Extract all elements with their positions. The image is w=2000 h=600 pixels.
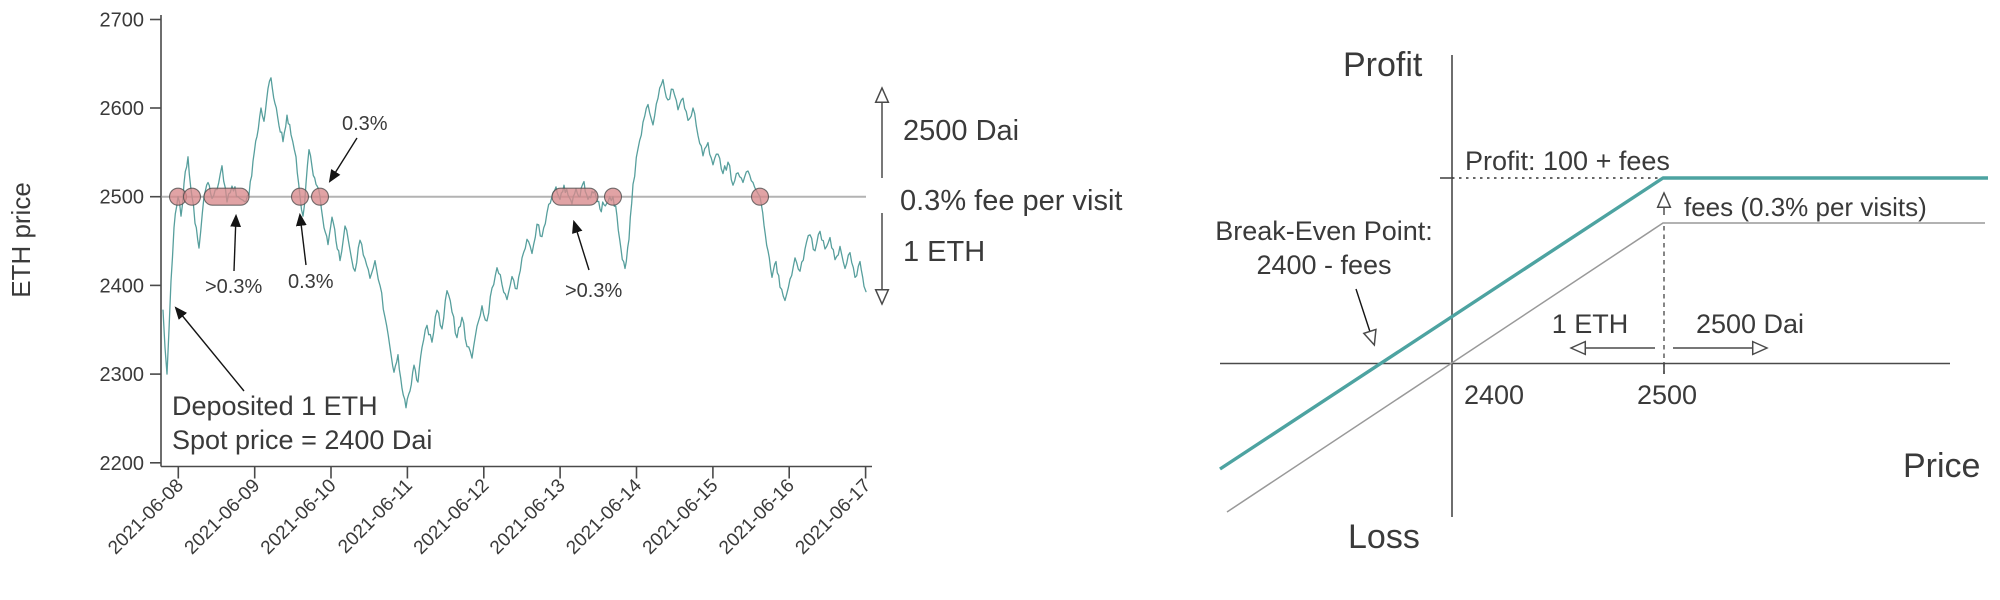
- x-tick-label: 2021-06-12: [410, 475, 494, 559]
- payoff-label-tick2500: 2500: [1637, 380, 1697, 410]
- fee-visit-dot: [750, 187, 770, 206]
- payoff-label-fees: fees (0.3% per visits): [1684, 192, 1927, 222]
- y-axis-ticks: 2700 2600 2500 2400 2300 2200: [100, 10, 161, 475]
- x-tick-label: 2021-06-09: [181, 475, 265, 559]
- x-tick-label: 2021-06-15: [639, 475, 723, 559]
- fee-annotation-label: >0.3%: [565, 280, 622, 302]
- fee-visit-markers: [168, 187, 770, 206]
- payoff-label-tick2400: 2400: [1464, 380, 1524, 410]
- position-range-label: 2500 Dai: [903, 115, 1019, 147]
- payoff-label-breakeven2: 2400 - fees: [1256, 250, 1391, 280]
- fee-annotation-label: 0.3%: [288, 271, 334, 293]
- payoff-label-profit: Profit: [1343, 46, 1423, 84]
- breakeven-pointer-arrow-icon: [1355, 288, 1374, 344]
- position-range-label: 0.3% fee per visit: [900, 185, 1122, 217]
- position-range-labels: 2500 Dai 0.3% fee per visit 1 ETH: [900, 115, 1122, 268]
- x-axis-ticks: 2021-06-082021-06-092021-06-102021-06-11…: [104, 466, 876, 559]
- fee-annotations: 0.3% >0.3% 0.3% >0.3%: [205, 113, 622, 302]
- y-axis-title: ETH price: [6, 182, 36, 298]
- x-tick-label: 2021-06-16: [715, 475, 799, 559]
- deposit-note: Deposited 1 ETH Spot price = 2400 Dai: [172, 306, 432, 455]
- x-tick-label: 2021-06-08: [104, 475, 188, 559]
- fee-annotation-arrow: [328, 137, 358, 183]
- payoff-line-with-fees: [1219, 176, 1988, 471]
- position-range-legend: 2500 Dai 0.3% fee per visit 1 ETH: [882, 89, 1122, 303]
- eth-price-chart: ETH price 2700 2600 2500 2400 2300 2200 2021-…: [6, 10, 1122, 559]
- x-tick-label: 2021-06-17: [792, 475, 876, 559]
- payoff-label-dai: 2500 Dai: [1696, 309, 1804, 339]
- x-tick-label: 2021-06-14: [562, 475, 646, 559]
- y-tick-label: 2600: [100, 98, 145, 120]
- fee-visit-dot: [290, 187, 310, 206]
- y-tick-label: 2700: [100, 10, 145, 32]
- payoff-diagram-labels: Profit Loss Price 2400 2500 Profit: 100 + fee…: [1215, 46, 1980, 556]
- fee-visit-dot: [603, 187, 623, 206]
- payoff-label-loss: Loss: [1348, 518, 1420, 556]
- payoff-line-without-fees: [1226, 222, 1985, 513]
- fee-annotation-label: >0.3%: [205, 276, 262, 298]
- fee-annotation-arrow: [230, 213, 242, 272]
- payoff-label-price: Price: [1903, 447, 1980, 485]
- fee-visit-pill: [551, 187, 599, 206]
- payoff-label-eth: 1 ETH: [1552, 309, 1629, 339]
- fee-annotation-arrow: [295, 212, 307, 266]
- fee-visit-pill: [203, 187, 250, 206]
- y-tick-label: 2400: [100, 275, 145, 297]
- fee-annotation-arrow: [572, 219, 590, 271]
- fee-visit-dot: [310, 187, 330, 206]
- payoff-label-profit_line: Profit: 100 + fees: [1465, 146, 1670, 176]
- payoff-diagram: Profit Loss Price 2400 2500 Profit: 100 + fee…: [1215, 46, 1988, 556]
- x-tick-label: 2021-06-13: [486, 475, 570, 559]
- eth-price-series-line: [162, 77, 867, 409]
- fee-annotation-label: 0.3%: [342, 113, 388, 135]
- fee-visit-dot: [182, 187, 202, 206]
- y-tick-label: 2300: [100, 364, 145, 386]
- y-tick-label: 2500: [100, 187, 145, 209]
- deposit-note-arrow: [174, 306, 245, 392]
- y-tick-label: 2200: [100, 453, 145, 475]
- payoff-label-breakeven1: Break-Even Point:: [1215, 216, 1433, 246]
- x-tick-label: 2021-06-11: [334, 475, 417, 558]
- x-tick-label: 2021-06-10: [257, 475, 341, 559]
- position-range-label: 1 ETH: [903, 236, 985, 268]
- deposit-note-line1: Deposited 1 ETH: [172, 391, 378, 421]
- deposit-note-line2: Spot price = 2400 Dai: [172, 425, 432, 455]
